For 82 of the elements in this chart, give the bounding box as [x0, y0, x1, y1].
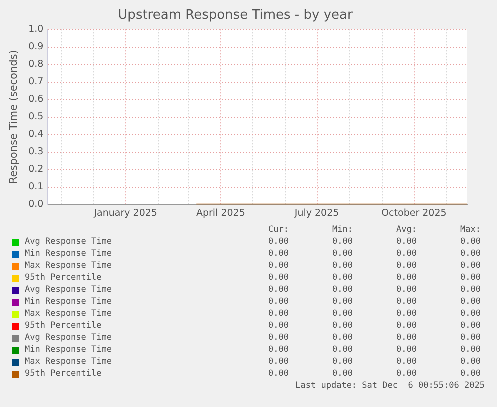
text: 0.00	[460, 296, 481, 308]
text: 0.00	[332, 284, 353, 296]
text: 0.00	[396, 332, 417, 344]
legend-label: Min Response Time	[25, 248, 113, 260]
text: 0.00	[332, 332, 353, 344]
text: 0.00	[332, 248, 353, 260]
text: 0.00	[268, 368, 289, 380]
y-axis-title: Response Time (seconds)	[8, 50, 20, 184]
text: Max:	[460, 224, 481, 236]
text: 0.00	[396, 296, 417, 308]
text: 0.00	[268, 320, 289, 332]
text: Min:	[332, 224, 353, 236]
text: 0.00	[332, 320, 353, 332]
text: 0.00	[460, 260, 481, 272]
text: 0.00	[268, 236, 289, 248]
y-tick-label: 0.9	[28, 42, 44, 53]
legend-label: 95th Percentile	[25, 368, 103, 380]
text: Cur:	[268, 224, 289, 236]
text: 0.00	[332, 260, 353, 272]
legend-label: 95th Percentile	[25, 272, 103, 284]
text: 0.00	[460, 320, 481, 332]
x-tick-label: October 2025	[382, 208, 447, 219]
y-tick-label: 0.1	[28, 182, 44, 193]
text: 0.00	[396, 356, 417, 368]
text: 0.00	[396, 260, 417, 272]
x-tick-label: January 2025	[93, 208, 158, 219]
text: 0.00	[268, 308, 289, 320]
legend-label: Min Response Time	[25, 296, 113, 308]
text: 0.00	[460, 236, 481, 248]
text: 0.00	[460, 332, 481, 344]
text: 0.00	[268, 296, 289, 308]
y-tick-label: 0.6	[28, 94, 44, 106]
legend-label: Max Response Time	[25, 356, 113, 368]
text: 0.00	[268, 272, 289, 284]
legend-label: Max Response Time	[25, 308, 113, 320]
text: 0.00	[460, 308, 481, 320]
text: 0.00	[396, 320, 417, 332]
text: 0.00	[396, 272, 417, 284]
legend-label: Max Response Time	[25, 260, 113, 272]
legend-label: 95th Percentile	[25, 320, 103, 332]
y-tick-label: 0.8	[28, 59, 44, 70]
text: Last update: Sat Dec 6 00:55:06 2025	[296, 381, 485, 391]
text: 0.00	[268, 248, 289, 260]
legend-label: Min Response Time	[25, 344, 113, 356]
text: 0.00	[396, 248, 417, 260]
legend-label: Avg Response Time	[25, 284, 113, 296]
text: 0.00	[460, 356, 481, 368]
text: 0.00	[460, 368, 481, 380]
text: 0.00	[396, 344, 417, 356]
text: 0.00	[332, 236, 353, 248]
text: 0.00	[460, 344, 481, 356]
text: 0.00	[460, 272, 481, 284]
text: 0.00	[268, 284, 289, 296]
text: 0.00	[332, 296, 353, 308]
legend-label: Avg Response Time	[25, 332, 113, 344]
text: 0.00	[268, 344, 289, 356]
text: 0.00	[396, 308, 417, 320]
text: 0.00	[332, 272, 353, 284]
text: 0.00	[396, 368, 417, 380]
y-tick-label: 0.2	[28, 164, 44, 176]
y-tick-label: 1.0	[28, 24, 44, 36]
text: 0.00	[332, 356, 353, 368]
text: 0.00	[460, 248, 481, 260]
y-tick-label: 0.4	[28, 129, 44, 140]
text: Avg:	[396, 224, 417, 236]
text: 0.00	[460, 284, 481, 296]
y-tick-label: 0.5	[28, 112, 44, 123]
chart-title: Upstream Response Times - by year	[118, 8, 354, 24]
text: 0.00	[268, 332, 289, 344]
text: 0.00	[332, 344, 353, 356]
x-tick-label: April 2025	[196, 208, 246, 219]
y-tick-label: 0.3	[28, 146, 44, 158]
text: 0.00	[332, 308, 353, 320]
text: 0.00	[268, 356, 289, 368]
text: 0.00	[396, 284, 417, 296]
y-tick-label: 0.0	[28, 199, 44, 210]
legend-label: Avg Response Time	[25, 236, 113, 248]
text: 0.00	[396, 236, 417, 248]
text: 0.00	[268, 260, 289, 272]
text: 0.00	[332, 368, 353, 380]
x-tick-label: July 2025	[294, 208, 340, 219]
y-tick-label: 0.7	[28, 76, 44, 88]
